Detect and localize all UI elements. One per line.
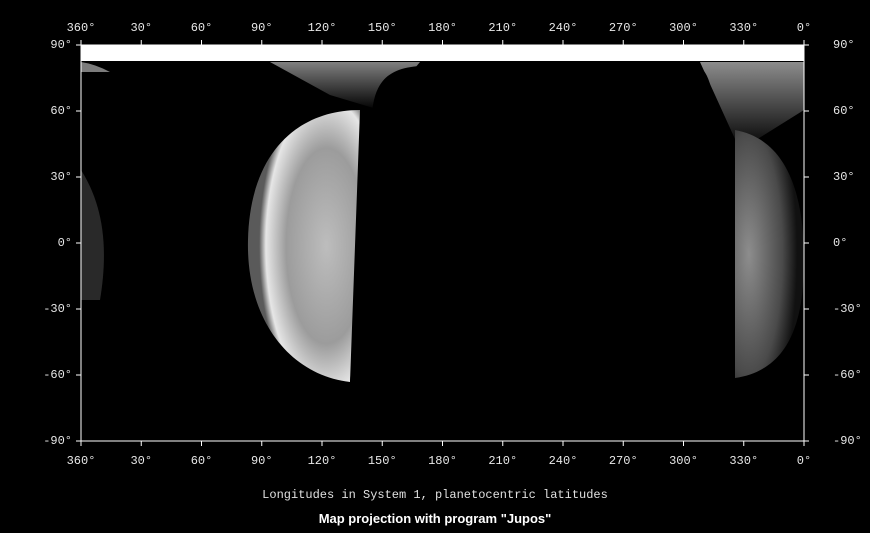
longitude-label-bottom: 120° bbox=[307, 454, 337, 468]
faint-edge-glow bbox=[81, 170, 104, 300]
latitude-label-left: 90° bbox=[50, 38, 72, 52]
longitude-label-bottom: 300° bbox=[669, 454, 698, 468]
longitude-label-bottom: 0° bbox=[796, 454, 812, 468]
latitude-label-left: 0° bbox=[57, 236, 72, 250]
latitude-label-left: -30° bbox=[43, 302, 72, 316]
longitude-label-bottom: 90° bbox=[250, 454, 273, 468]
longitude-label-top: 360° bbox=[66, 21, 96, 35]
latitude-label-right: -90° bbox=[833, 434, 862, 448]
longitude-label-top: 330° bbox=[729, 21, 759, 35]
longitude-label-bottom: 210° bbox=[488, 454, 518, 468]
polar-streak bbox=[81, 62, 110, 72]
latitude-label-right: -60° bbox=[833, 368, 862, 382]
longitude-label-top: 150° bbox=[367, 21, 397, 35]
longitude-label-top: 120° bbox=[307, 21, 337, 35]
latitude-label-right: 60° bbox=[833, 104, 855, 118]
night-side-mask bbox=[350, 64, 730, 382]
longitude-label-top: 210° bbox=[488, 21, 518, 35]
latitude-label-left: -90° bbox=[43, 434, 72, 448]
longitude-label-top: 0° bbox=[796, 21, 812, 35]
latitude-label-right: 0° bbox=[833, 236, 848, 250]
latitude-label-right: 90° bbox=[833, 38, 855, 52]
longitude-label-top: 30° bbox=[130, 21, 153, 35]
planet-disk-west bbox=[247, 110, 360, 382]
longitude-label-top: 300° bbox=[669, 21, 698, 35]
latitude-label-right: -30° bbox=[833, 302, 862, 316]
longitude-label-bottom: 60° bbox=[190, 454, 213, 468]
map-image bbox=[81, 45, 804, 382]
latitude-label-right: 30° bbox=[833, 170, 855, 184]
caption-coordinate-system: Longitudes in System 1, planetocentric l… bbox=[262, 488, 608, 502]
polar-streak bbox=[700, 62, 804, 150]
axis-ticks bbox=[76, 40, 809, 446]
longitude-label-bottom: 360° bbox=[66, 454, 96, 468]
latitude-label-left: 60° bbox=[50, 104, 72, 118]
longitude-label-bottom: 30° bbox=[130, 454, 153, 468]
longitude-label-bottom: 330° bbox=[729, 454, 759, 468]
longitude-label-bottom: 180° bbox=[428, 454, 457, 468]
caption-projection-program: Map projection with program "Jupos" bbox=[318, 511, 552, 526]
longitude-label-bottom: 150° bbox=[367, 454, 397, 468]
longitude-label-bottom: 240° bbox=[548, 454, 578, 468]
planet-disk-east bbox=[735, 130, 804, 378]
north-polar-band bbox=[81, 45, 804, 61]
longitude-label-top: 90° bbox=[250, 21, 273, 35]
longitude-label-top: 270° bbox=[608, 21, 638, 35]
latitude-label-left: 30° bbox=[50, 170, 72, 184]
latitude-label-left: -60° bbox=[43, 368, 72, 382]
longitude-label-top: 60° bbox=[190, 21, 213, 35]
longitude-label-bottom: 270° bbox=[608, 454, 638, 468]
longitude-label-top: 240° bbox=[548, 21, 578, 35]
longitude-label-top: 180° bbox=[428, 21, 457, 35]
